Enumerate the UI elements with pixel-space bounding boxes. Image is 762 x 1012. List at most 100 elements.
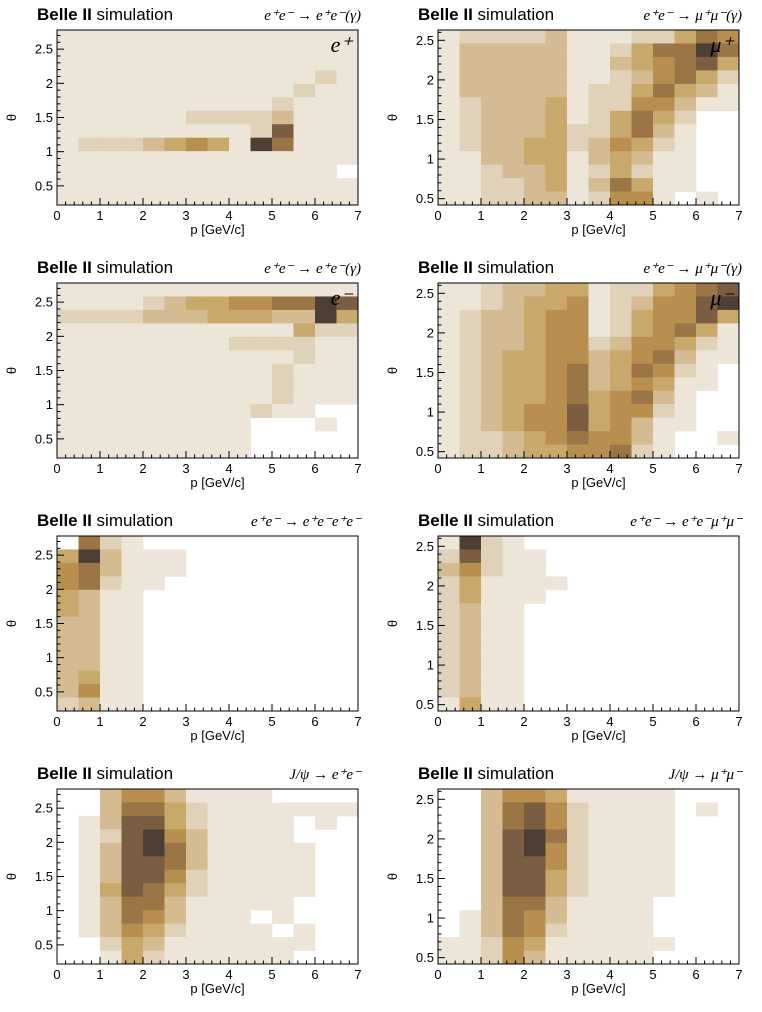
heatmap-cell (631, 164, 654, 179)
heatmap-cell (207, 336, 230, 351)
heatmap-cell (229, 377, 251, 392)
heatmap-cell (207, 842, 230, 857)
heatmap-cell (631, 883, 654, 898)
heatmap-cell (272, 363, 294, 378)
heatmap-cell (57, 350, 79, 365)
heatmap-cell (293, 309, 316, 324)
heatmap-cell (438, 296, 460, 311)
heatmap-cell (524, 869, 546, 884)
heatmap-cell (121, 630, 144, 645)
heatmap-cell (78, 363, 101, 378)
heatmap-cell (100, 657, 122, 672)
heatmap-cell (588, 56, 611, 71)
experiment-label: Belle II (37, 764, 92, 783)
heatmap-cell (164, 151, 187, 166)
heatmap-cell (674, 377, 697, 392)
heatmap-cell (588, 309, 611, 324)
heatmap-cell (315, 350, 337, 365)
heatmap-cell (143, 883, 165, 898)
heatmap-cell (315, 390, 337, 405)
heatmap-cell (481, 151, 503, 166)
heatmap-cell (631, 444, 654, 459)
heatmap-cell (502, 643, 525, 658)
x-tick-label: 0 (434, 208, 441, 223)
heatmap-cell (250, 151, 273, 166)
x-tick-label: 7 (354, 208, 361, 223)
heatmap-cell (588, 910, 611, 925)
heatmap-cell (336, 97, 359, 112)
heatmap-cell (653, 937, 675, 951)
heatmap-cell (502, 684, 525, 698)
heatmap-cell (481, 589, 503, 604)
heatmap-cell (272, 191, 294, 206)
heatmap-cell (100, 589, 122, 604)
heatmap-cell (481, 363, 503, 378)
heatmap-cell (459, 630, 482, 645)
heatmap-cell (610, 842, 632, 857)
heatmap-cell (57, 431, 79, 445)
process-label: e⁺e⁻ → μ⁺μ⁻(γ) (644, 8, 742, 24)
y-tick-label: 0.5 (416, 444, 434, 459)
heatmap-cell (164, 789, 187, 803)
heatmap-cell (207, 815, 230, 830)
heatmap-cell (250, 137, 273, 152)
heatmap-cell (293, 296, 316, 311)
x-tick-label: 6 (692, 208, 699, 223)
heatmap-cell (588, 70, 611, 85)
heatmap-cell (78, 670, 101, 685)
heatmap-cell (459, 137, 482, 152)
heatmap-cell (653, 869, 675, 884)
heatmap-cell (674, 417, 697, 432)
heatmap-cell (207, 896, 230, 911)
heatmap-cell (186, 151, 208, 166)
heatmap-cell (524, 164, 546, 179)
heatmap-svg: Belle II simulation e⁺e⁻ → e⁺e⁻e⁺e⁻ 0 1 2 3 4 5… (4, 511, 362, 743)
heatmap-cell (567, 789, 589, 803)
heatmap-cell (545, 910, 568, 925)
heatmap-cell (293, 377, 316, 392)
heatmap-svg: Belle II simulation J/ψ → e⁺e⁻ 0 1 2 3 4 5 6 7 0.5… (4, 764, 362, 996)
y-tick-label: 1 (46, 144, 53, 159)
heatmap-cell (588, 815, 611, 830)
heatmap-cell (57, 390, 79, 405)
x-tick-label: 4 (606, 714, 613, 729)
heatmap-cell (545, 110, 568, 125)
heatmap-cell (459, 110, 482, 125)
heatmap-cell (143, 923, 165, 938)
heatmap-cell (336, 296, 359, 311)
heatmap-cell (272, 56, 294, 71)
heatmap-cell (459, 643, 482, 658)
heatmap-cell (207, 43, 230, 58)
heatmap-cell (57, 630, 79, 645)
heatmap-cell (57, 151, 79, 166)
heatmap-cell (481, 856, 503, 871)
heatmap-cell (502, 377, 525, 392)
heatmap-cell (121, 390, 144, 405)
heatmap-cell (459, 603, 482, 618)
heatmap-cell (545, 191, 568, 206)
heatmap-cell (631, 404, 654, 419)
heatmap-cell (121, 350, 144, 365)
heatmap-cell (610, 43, 632, 58)
heatmap-cell (164, 923, 187, 938)
heatmap-cell (78, 589, 101, 604)
heatmap-cell (502, 56, 525, 71)
heatmap-cell (524, 283, 546, 297)
x-tick-label: 3 (182, 208, 189, 223)
heatmap-cell (100, 630, 122, 645)
heatmap-cell (186, 842, 208, 857)
x-tick-label: 3 (563, 967, 570, 982)
simulation-label: simulation (92, 511, 173, 530)
heatmap-cell (631, 323, 654, 338)
y-tick-label: 2.5 (35, 801, 53, 816)
heatmap-cell (524, 350, 546, 365)
heatmap-cell (164, 30, 187, 44)
heatmap-cell (121, 70, 144, 85)
heatmap-cell (164, 842, 187, 857)
x-tick-label: 2 (520, 208, 527, 223)
heatmap-cell (459, 377, 482, 392)
heatmap-cell (121, 296, 144, 311)
heatmap-cell (502, 883, 525, 898)
heatmap-cell (143, 431, 165, 445)
heatmap-cell (78, 923, 101, 938)
